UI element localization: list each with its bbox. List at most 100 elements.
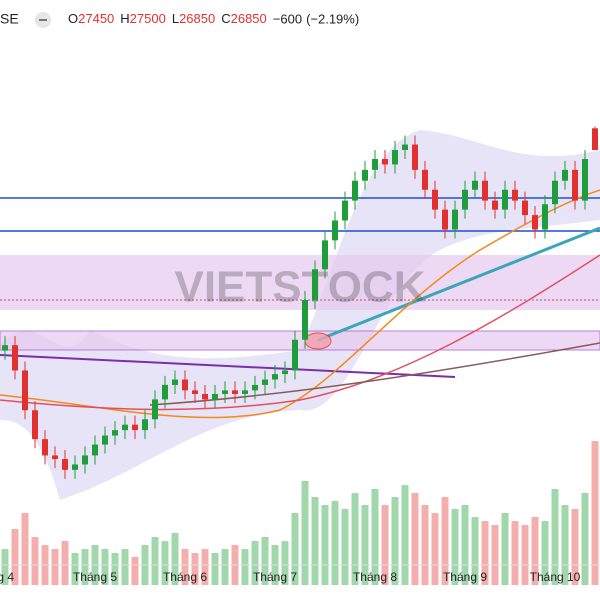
candle-body [552,180,558,205]
candle-body [542,204,548,230]
candle-body [122,424,128,431]
candle-body [52,455,58,460]
candle-body [412,144,418,170]
candle-body [432,189,438,210]
volume-bar [51,549,59,585]
legend-item: O27450 [68,11,114,26]
candle-body [532,215,538,230]
x-tick-label: Tháng 10 [530,570,581,584]
indicators [0,130,600,500]
candle-body [272,374,278,380]
x-tick-label: Tháng 5 [73,570,117,584]
candle-body [282,370,288,375]
highlight [304,332,332,350]
candle-body [242,390,248,394]
candle-body [232,390,238,394]
candle-body [312,269,318,300]
candle-body [212,393,218,400]
candle-body [582,159,588,201]
volume-bar [351,493,359,585]
volume-layer [1,441,599,585]
volume-bar [171,533,179,585]
volume-bar [71,553,79,585]
volume-bar [531,517,539,585]
volume-bar [301,481,309,585]
x-tick-label: Tháng 4 [0,570,14,584]
volume-bar [121,549,129,585]
volume-bar [381,505,389,585]
candle-body [192,390,198,394]
trend-line [317,226,600,342]
candle-body [332,220,338,241]
candle-body [482,180,488,201]
candle-body [402,144,408,150]
volume-bar [471,517,479,585]
candle-body [102,435,108,445]
candle-body [522,200,528,216]
candle-body [132,424,138,431]
candle-body [512,189,518,201]
volume-bar [491,525,499,585]
legend-value: 27450 [78,11,114,26]
candle-body [292,339,298,371]
legend-key: H [120,11,129,26]
volume-bar [31,537,39,585]
x-axis-labels: Tháng 4 Tháng 5 Tháng 6 Tháng 7 Tháng 8 Tháng… [0,570,581,584]
candle-body [372,159,378,170]
candle-body [72,464,78,470]
candle-body [322,240,328,270]
volume-bar [241,549,249,585]
candle-body [32,410,38,440]
watermark: VIETSTOCK [174,263,425,312]
volume-bar [151,537,159,585]
volume-bar [311,497,319,585]
candle-body [162,384,168,400]
x-tick-label: Tháng 8 [353,570,397,584]
volume-bar [371,489,379,585]
zone [0,330,600,351]
candle-body [92,444,98,456]
candle-body [202,393,208,400]
legend-value: 27500 [130,11,166,26]
legend-change-pct: (−2.19%) [306,11,359,26]
volume-bar [321,505,329,585]
candle-body [492,200,498,210]
candle-body [222,390,228,394]
bollinger-band [0,130,600,500]
volume-bar [181,549,189,585]
volume-bar [281,541,289,585]
volume-bar [251,541,259,585]
candle-body [342,200,348,221]
legend-key: O [68,11,78,26]
symbol: SE [0,11,19,27]
x-tick-label: Tháng 6 [163,570,207,584]
candle-body [352,180,358,201]
volume-bar [411,493,419,585]
legend-value: 26850 [231,11,267,26]
candle-body [472,180,478,190]
volume-bar [561,505,569,585]
ohlc-legend: O27450 H27500 L26850 C26850 −600 (−2.19%) [68,11,359,26]
candle-body [462,189,468,210]
candle-body [252,384,258,391]
volume-bar [591,441,599,585]
volume-bar [571,509,579,585]
volume-bar [341,509,349,585]
volume-bar [461,505,469,585]
volume-bar [511,521,519,585]
candle-body [392,150,398,165]
candle-body [502,189,508,210]
candle-body [152,399,158,420]
volume-bar [101,549,109,585]
volume-bar [501,513,509,585]
candle-body [362,169,368,181]
volume-bar [551,489,559,585]
candle-body [442,209,448,230]
legend-item: L26850 [172,11,215,26]
moving-average [0,254,600,411]
volume-bar [261,537,269,585]
volume-bar [401,485,409,585]
candle-body [452,209,458,230]
header-bar [0,0,600,40]
